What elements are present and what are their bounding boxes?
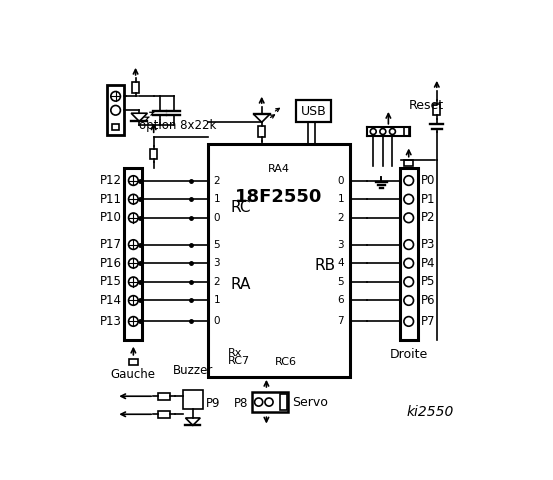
Text: 2: 2 (213, 176, 220, 186)
Bar (258, 126, 265, 137)
Bar (112, 123, 119, 130)
Text: 18F2550: 18F2550 (235, 188, 322, 206)
Text: ki2550: ki2550 (406, 406, 453, 420)
Text: P12: P12 (100, 174, 122, 187)
Text: P11: P11 (100, 192, 122, 205)
Text: Servo: Servo (292, 396, 328, 408)
Text: P16: P16 (100, 257, 122, 270)
Text: USB: USB (300, 105, 326, 118)
Bar (207, 144, 350, 377)
Bar (182, 389, 203, 409)
Bar (280, 394, 287, 410)
Text: P3: P3 (420, 238, 435, 251)
Text: RA4: RA4 (268, 164, 290, 174)
Text: 0: 0 (213, 316, 220, 326)
Text: 3: 3 (337, 240, 344, 250)
Bar (296, 100, 331, 122)
Bar (124, 168, 142, 340)
Bar (107, 85, 124, 135)
Text: 5: 5 (213, 240, 220, 250)
Text: RC7: RC7 (228, 356, 250, 366)
Text: P7: P7 (420, 315, 435, 328)
Text: 1: 1 (213, 296, 220, 305)
Bar (158, 393, 170, 399)
Text: Reset: Reset (409, 99, 444, 112)
Text: 1: 1 (213, 194, 220, 204)
Text: P1: P1 (420, 192, 435, 205)
Text: RC6: RC6 (275, 357, 297, 367)
Bar (404, 160, 413, 166)
Text: P13: P13 (100, 315, 122, 328)
Text: Buzzer: Buzzer (173, 364, 213, 377)
Text: 1: 1 (337, 194, 344, 204)
Text: option 8x22k: option 8x22k (139, 120, 216, 132)
Text: Droite: Droite (389, 348, 428, 361)
Bar (132, 82, 139, 93)
Text: 7: 7 (337, 316, 344, 326)
Text: 0: 0 (213, 213, 220, 223)
Bar (129, 359, 138, 365)
Text: RA: RA (231, 276, 251, 292)
Text: P2: P2 (420, 211, 435, 224)
Text: RC: RC (231, 200, 251, 215)
Text: 2: 2 (337, 213, 344, 223)
Text: P8: P8 (234, 396, 248, 409)
Text: 4: 4 (337, 258, 344, 268)
Text: P6: P6 (420, 294, 435, 307)
Text: P4: P4 (420, 257, 435, 270)
Bar (150, 149, 157, 159)
Text: P10: P10 (100, 211, 122, 224)
Text: 0: 0 (337, 176, 344, 186)
Text: 2: 2 (213, 277, 220, 287)
Bar (252, 392, 288, 412)
Bar (404, 128, 409, 135)
Bar (158, 411, 170, 418)
Text: P0: P0 (420, 174, 435, 187)
Text: 6: 6 (337, 296, 344, 305)
Text: P15: P15 (100, 276, 122, 288)
Text: RB: RB (314, 258, 335, 273)
Bar (400, 168, 418, 340)
Text: 5: 5 (337, 277, 344, 287)
Text: P9: P9 (206, 396, 221, 409)
Bar (434, 104, 440, 115)
Text: P14: P14 (100, 294, 122, 307)
Text: Gauche: Gauche (111, 368, 156, 381)
Text: 3: 3 (213, 258, 220, 268)
Text: Rx: Rx (228, 348, 242, 358)
Text: P17: P17 (100, 238, 122, 251)
Text: P5: P5 (420, 276, 435, 288)
